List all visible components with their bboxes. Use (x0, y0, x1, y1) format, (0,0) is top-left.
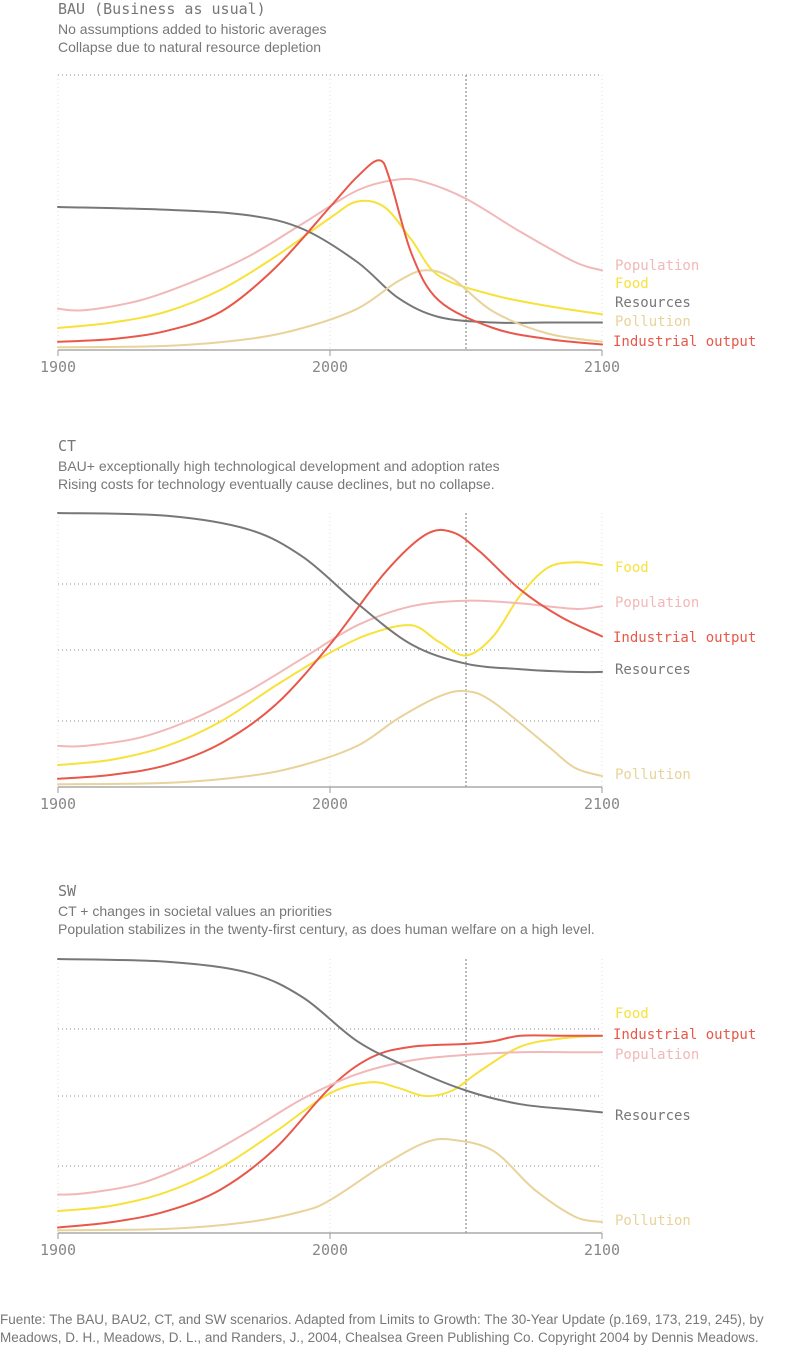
line-chart-bau: 1900 2000 2100 Population Food Resources Pollu… (40, 74, 756, 376)
line-chart-ct: 1900 2000 2100 Food Population Industrial out… (40, 512, 756, 813)
x-tick-label: 2000 (312, 1241, 348, 1259)
x-tick-label: 1900 (40, 795, 76, 813)
series-label-industrial-output: Industrial output (613, 1027, 756, 1043)
series-label-industrial-output: Industrial output (613, 630, 756, 646)
series-line-pollution (57, 1138, 603, 1232)
line-chart-sw: 1900 2000 2100 Food Industrial output Populat… (40, 958, 756, 1259)
series-label-pollution: Pollution (615, 1213, 691, 1229)
chart-title: BAU (Business as usual) (58, 0, 266, 18)
chart-subtitle-line-2: Rising costs for technology eventually c… (58, 476, 495, 492)
series-line-food (57, 561, 603, 767)
chart-subtitle-line-1: CT + changes in societal values an prior… (58, 903, 333, 919)
series-line-industrial-output (57, 159, 603, 346)
chart-subtitle-line-2: Population stabilizes in the twenty-firs… (58, 921, 595, 937)
x-tick-label: 2100 (584, 1241, 620, 1259)
series-line-food (57, 199, 603, 329)
series-label-population: Population (615, 595, 699, 611)
series-label-pollution: Pollution (615, 767, 691, 783)
chart-title: SW (58, 882, 77, 900)
series-line-pollution (57, 689, 603, 786)
series-line-population (57, 177, 603, 312)
series-line-industrial-output (57, 528, 603, 780)
x-tick-label: 2000 (312, 795, 348, 813)
series-line-pollution (57, 269, 603, 349)
chart-title: CT (58, 437, 77, 455)
x-tick-label: 1900 (40, 1241, 76, 1259)
series-line-resources (57, 958, 603, 1114)
series-label-resources: Resources (615, 1108, 691, 1124)
x-tick-label: 2100 (584, 795, 620, 813)
series-line-food (57, 1034, 603, 1213)
series-label-pollution: Pollution (615, 314, 691, 330)
series-label-food: Food (615, 1006, 649, 1022)
series-label-resources: Resources (615, 662, 691, 678)
series-label-resources: Resources (615, 295, 691, 311)
series-line-population (57, 599, 603, 748)
series-label-industrial-output: Industrial output (613, 334, 756, 350)
series-label-population: Population (615, 258, 699, 274)
series-label-population: Population (615, 1047, 699, 1063)
source-note: Fuente: The BAU, BAU2, CT, and SW scenar… (0, 1312, 764, 1345)
x-tick-label: 2100 (584, 358, 620, 376)
series-line-resources (57, 206, 603, 324)
series-line-industrial-output (57, 1034, 603, 1229)
series-line-resources (57, 512, 603, 674)
chart-subtitle-line-2: Collapse due to natural resource depleti… (58, 39, 322, 55)
x-tick-label: 1900 (40, 358, 76, 376)
x-tick-label: 2000 (312, 358, 348, 376)
series-label-food: Food (615, 560, 649, 576)
series-line-population (57, 1050, 603, 1196)
chart-subtitle-line-1: BAU+ exceptionally high technological de… (58, 458, 500, 474)
series-label-food: Food (615, 276, 649, 292)
chart-subtitle-line-1: No assumptions added to historic average… (58, 21, 327, 37)
